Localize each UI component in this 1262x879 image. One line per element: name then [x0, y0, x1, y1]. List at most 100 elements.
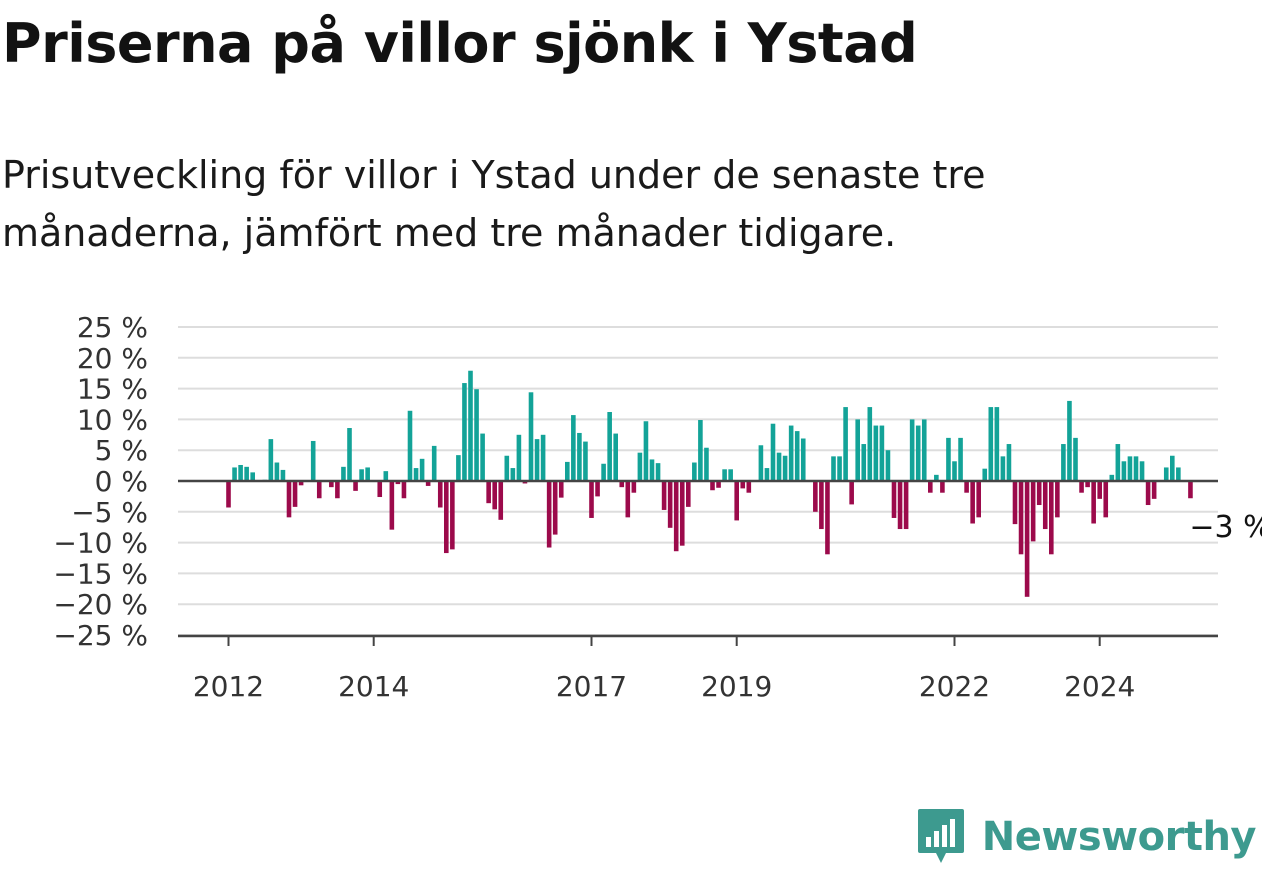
bar-positive	[365, 467, 370, 481]
bar-negative	[710, 481, 715, 491]
bar-positive	[274, 462, 280, 481]
y-tick-label: −15 %	[53, 557, 148, 590]
y-tick-label: −10 %	[53, 527, 148, 560]
bar-negative	[395, 481, 401, 485]
y-tick-label: 0 %	[95, 465, 148, 498]
bar-positive	[843, 407, 848, 481]
bar-negative	[631, 481, 637, 493]
bar-negative	[619, 481, 625, 488]
bar-negative	[292, 481, 298, 507]
bar-positive	[613, 433, 618, 481]
bar-positive	[770, 423, 776, 481]
bar-positive	[516, 434, 522, 481]
bar-positive	[788, 425, 794, 481]
bar-positive	[510, 468, 516, 481]
bar-positive	[655, 463, 661, 481]
bar-negative	[401, 481, 407, 499]
bar-positive	[1000, 456, 1006, 481]
bar-positive	[407, 410, 413, 481]
bar-positive	[1163, 467, 1169, 481]
bar-positive	[873, 425, 879, 481]
bar-negative	[970, 481, 975, 524]
bar-positive	[958, 437, 963, 481]
bar-negative	[679, 481, 685, 546]
x-tick-label: 2019	[701, 670, 772, 703]
bar-negative	[589, 481, 594, 518]
x-tick-label: 2022	[919, 670, 990, 703]
bar-positive	[583, 441, 588, 481]
bar-positive	[867, 407, 873, 481]
bar-positive	[341, 466, 346, 481]
bar-negative	[849, 481, 854, 505]
bar-positive	[577, 432, 582, 481]
bar-positive	[722, 469, 727, 481]
bar-negative	[673, 481, 679, 552]
bar-positive	[1006, 444, 1012, 481]
bar-negative	[298, 481, 304, 486]
bar-positive	[934, 474, 939, 481]
x-tick-label: 2014	[338, 670, 409, 703]
bar-positive	[921, 419, 927, 481]
bar-positive	[952, 461, 957, 481]
bar-negative	[377, 481, 383, 498]
x-tick-label: 2024	[1064, 670, 1135, 703]
bar-positive	[607, 412, 612, 481]
bar-negative	[1145, 481, 1151, 506]
bar-positive	[347, 428, 352, 481]
x-axis-tick-labels: 2012 2014 2017 2019 2022 2024	[193, 636, 1135, 703]
bar-negative	[667, 481, 673, 528]
bar-positive	[280, 469, 286, 481]
bar-positive	[1121, 461, 1127, 481]
bar-positive	[244, 466, 249, 481]
bar-positive	[310, 440, 316, 481]
bar-positive	[431, 445, 437, 481]
bar-positive	[565, 461, 570, 481]
bar-positive	[1170, 455, 1175, 481]
y-tick-label: −5 %	[71, 496, 148, 529]
bar-positive	[462, 383, 467, 481]
bar-negative	[891, 481, 897, 518]
bar-series	[226, 370, 1193, 597]
bar-negative	[1097, 481, 1102, 499]
bar-positive	[1115, 444, 1121, 481]
bar-negative	[1079, 481, 1084, 493]
bar-negative	[1036, 481, 1042, 506]
bar-positive	[909, 419, 915, 481]
bar-positive	[250, 472, 255, 481]
bar-positive	[728, 469, 733, 481]
bar-positive	[692, 462, 697, 481]
bar-negative	[1042, 481, 1048, 530]
bar-positive	[915, 425, 921, 481]
bar-positive	[419, 458, 425, 481]
bar-positive	[1061, 444, 1066, 481]
bar-negative	[316, 481, 322, 499]
bar-positive	[1176, 467, 1181, 481]
bar-negative	[1030, 481, 1036, 542]
bar-positive	[637, 452, 643, 481]
bar-positive	[238, 464, 243, 481]
y-tick-label: 25 %	[77, 311, 148, 344]
bar-positive	[601, 463, 606, 481]
bar-positive	[782, 455, 788, 481]
bar-negative	[450, 481, 455, 550]
bar-positive	[504, 455, 510, 481]
bar-negative	[546, 481, 552, 548]
y-tick-label: −25 %	[53, 619, 148, 652]
bar-negative	[1024, 481, 1030, 597]
bar-negative	[686, 481, 691, 507]
bar-positive	[1133, 456, 1139, 481]
bar-negative	[661, 481, 667, 510]
bar-negative	[976, 481, 981, 518]
x-tick-label: 2017	[556, 670, 627, 703]
bar-negative	[746, 481, 752, 493]
y-tick-label: 5 %	[95, 434, 148, 467]
bar-negative	[940, 481, 945, 493]
bar-positive	[383, 471, 389, 481]
axes	[178, 479, 1218, 638]
bar-positive	[758, 445, 764, 481]
bar-positive	[800, 438, 806, 481]
newsworthy-logo-icon	[917, 809, 964, 863]
latest-value-label: −3 %	[1189, 510, 1262, 545]
bar-negative	[492, 481, 497, 510]
bar-positive	[885, 450, 891, 481]
